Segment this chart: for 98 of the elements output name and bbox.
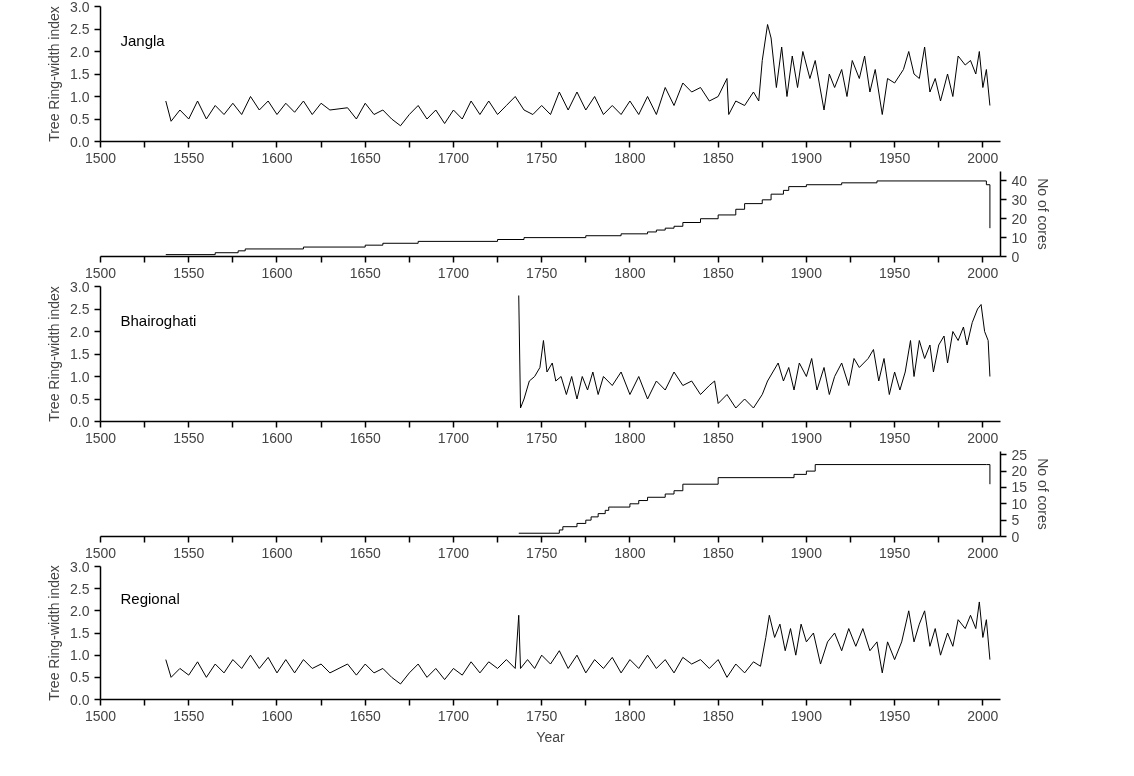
x-tick-label: 1550 xyxy=(173,149,205,166)
x-tick-label: 1950 xyxy=(879,149,911,166)
x-tick-label: 1850 xyxy=(702,149,734,166)
y-tick-label: 1.0 xyxy=(70,647,90,664)
y-axis-title: Tree Ring-width index xyxy=(46,6,63,142)
x-tick-label: 1900 xyxy=(790,544,823,561)
x-tick-label: 1750 xyxy=(526,429,558,446)
line-series xyxy=(165,24,991,127)
y-tick-label: 3.0 xyxy=(70,558,90,575)
x-tick-label: 1550 xyxy=(173,429,205,446)
y-axis-title: Tree Ring-width index xyxy=(46,565,63,701)
x-tick-label: 1950 xyxy=(879,544,911,561)
x-tick-label: 1900 xyxy=(790,429,823,446)
annotation: Jangla xyxy=(120,31,166,49)
x-tick-label: 1900 xyxy=(790,149,823,166)
x-tick-label: 1800 xyxy=(614,429,646,446)
y-tick-label: 2.5 xyxy=(70,301,90,317)
x-tick-label: 1800 xyxy=(614,707,646,724)
x-tick-label: 1600 xyxy=(261,544,293,561)
y2-tick-label: 10 xyxy=(1011,495,1028,512)
line-series xyxy=(518,295,991,409)
x-tick-label: 1650 xyxy=(349,264,381,281)
y-tick-label: 0.0 xyxy=(70,133,90,150)
y2-tick-label: 0 xyxy=(1011,528,1020,545)
y2-tick-label: 5 xyxy=(1011,512,1020,529)
x-tick-label: 1800 xyxy=(614,544,646,561)
annotation: Regional xyxy=(120,589,180,607)
x-tick-label: 1500 xyxy=(84,707,117,724)
x-tick-label: 1850 xyxy=(702,544,734,561)
y2-tick-label: 15 xyxy=(1011,479,1028,496)
x-tick-label: 2000 xyxy=(967,264,999,281)
y-tick-label: 3.0 xyxy=(70,278,90,295)
x-tick-label: 1800 xyxy=(614,149,646,166)
y-tick-label: 0.5 xyxy=(70,391,90,407)
x-tick-label: 1950 xyxy=(879,429,911,446)
x-tick-label: 1500 xyxy=(84,544,117,561)
x-tick-label: 1950 xyxy=(879,264,911,281)
x-tick-label: 1700 xyxy=(437,544,470,561)
x-tick-label: 1600 xyxy=(261,429,293,446)
y-tick-label: 0.0 xyxy=(70,691,90,708)
x-tick-label: 1500 xyxy=(84,429,117,446)
y-tick-label: 0.0 xyxy=(70,413,90,430)
x-tick-label: 1900 xyxy=(790,707,823,724)
y2-tick-label: 40 xyxy=(1011,172,1028,189)
x-tick-label: 1800 xyxy=(614,264,646,281)
x-tick-label: 1550 xyxy=(173,264,205,281)
y-axis-title: Tree Ring-width index xyxy=(46,286,63,422)
y-tick-label: 1.5 xyxy=(70,346,90,362)
y2-tick-label: 25 xyxy=(1011,446,1028,463)
x-tick-label: 1700 xyxy=(437,429,470,446)
y-tick-label: 0.5 xyxy=(70,111,90,127)
y2-axis-title: No of cores xyxy=(1035,178,1052,250)
x-tick-label: 1850 xyxy=(702,264,734,281)
x-tick-label: 1950 xyxy=(879,707,911,724)
x-tick-label: 1550 xyxy=(173,544,205,561)
x-tick-label: 1650 xyxy=(349,429,381,446)
x-tick-label: 1700 xyxy=(437,707,470,724)
y-tick-label: 2.5 xyxy=(70,580,90,597)
x-tick-label: 1550 xyxy=(173,707,205,724)
y-tick-label: 1.0 xyxy=(70,88,90,105)
x-tick-label: 1900 xyxy=(790,264,823,281)
x-axis-title: Year xyxy=(536,728,565,745)
x-tick-label: 1500 xyxy=(84,149,117,166)
y2-tick-label: 20 xyxy=(1011,463,1028,480)
y-tick-label: 1.5 xyxy=(70,625,90,641)
y-tick-label: 0.5 xyxy=(70,669,90,686)
x-tick-label: 1600 xyxy=(261,149,293,166)
y-tick-label: 2.0 xyxy=(70,43,90,60)
x-tick-label: 1700 xyxy=(437,264,470,281)
y2-tick-label: 20 xyxy=(1011,210,1028,227)
x-tick-label: 1650 xyxy=(349,149,381,166)
x-tick-label: 2000 xyxy=(967,429,999,446)
x-tick-label: 1700 xyxy=(437,149,470,166)
x-tick-label: 1750 xyxy=(526,707,558,724)
x-tick-label: 1750 xyxy=(526,544,558,561)
x-tick-label: 1750 xyxy=(526,264,558,281)
y-tick-label: 1.5 xyxy=(70,66,90,82)
y-tick-label: 2.0 xyxy=(70,602,90,619)
x-tick-label: 1600 xyxy=(261,264,293,281)
y-tick-label: 1.0 xyxy=(70,368,90,385)
x-tick-label: 1750 xyxy=(526,149,558,166)
x-tick-label: 1650 xyxy=(349,544,381,561)
y2-tick-label: 30 xyxy=(1011,191,1028,208)
x-tick-label: 2000 xyxy=(967,544,999,561)
x-tick-label: 1650 xyxy=(349,707,381,724)
x-tick-label: 1500 xyxy=(84,264,117,281)
x-tick-label: 2000 xyxy=(967,149,999,166)
y-tick-label: 2.0 xyxy=(70,323,90,340)
annotation: Bhairoghati xyxy=(120,311,197,329)
y-tick-label: 3.0 xyxy=(70,0,90,15)
y2-tick-label: 0 xyxy=(1011,248,1020,265)
y2-tick-label: 10 xyxy=(1011,229,1028,246)
x-tick-label: 2000 xyxy=(967,707,999,724)
x-tick-label: 1850 xyxy=(702,429,734,446)
y2-axis-title: No of cores xyxy=(1035,458,1052,530)
x-tick-label: 1600 xyxy=(261,707,293,724)
x-tick-label: 1850 xyxy=(702,707,734,724)
y-tick-label: 2.5 xyxy=(70,21,90,37)
